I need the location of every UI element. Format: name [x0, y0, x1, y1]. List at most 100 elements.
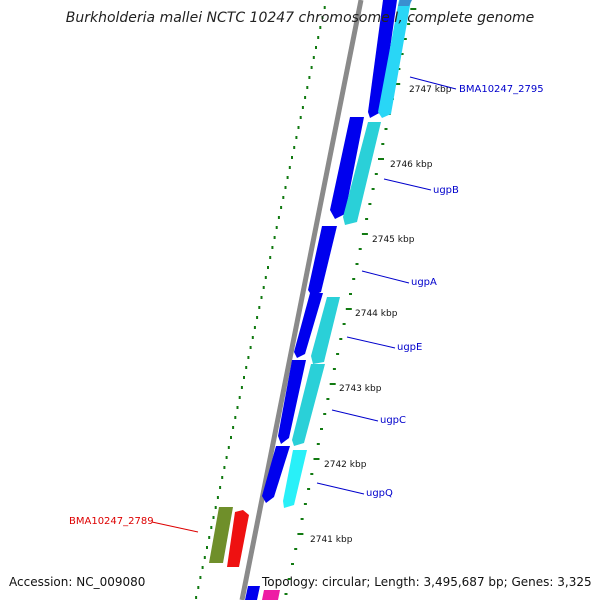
- track-dot: [301, 106, 304, 109]
- track-dot: [234, 416, 237, 419]
- map-title: Burkholderia mallei NCTC 10247 chromosom…: [65, 10, 535, 26]
- kbp-label: 2743 kbp: [339, 384, 382, 394]
- scale-tick: [320, 428, 323, 430]
- track-dot: [317, 36, 320, 39]
- scale-tick: [371, 188, 375, 190]
- gene-label[interactable]: ugpQ: [366, 488, 393, 499]
- track-dot: [295, 136, 298, 139]
- gene-label[interactable]: ugpE: [397, 342, 422, 353]
- track-dot: [284, 186, 287, 189]
- gene-arrow[interactable]: [262, 590, 280, 600]
- track-dot: [223, 466, 226, 469]
- track-dot: [245, 366, 248, 369]
- track-dot: [240, 386, 243, 389]
- scale-tick: [313, 458, 320, 460]
- gene-arrow[interactable]: [294, 293, 323, 358]
- track-dot: [310, 66, 313, 69]
- kbp-label-group: 2747 kbp 2746 kbp 2745 kbp 2744 kbp 2743…: [310, 85, 452, 545]
- gene-arrow[interactable]: [227, 510, 249, 567]
- track-dot: [282, 196, 285, 199]
- gene-label[interactable]: BMA10247_2795: [459, 84, 544, 95]
- scale-tick: [294, 548, 298, 550]
- gene-arrow[interactable]: [262, 446, 290, 503]
- scale-tick: [374, 173, 378, 175]
- scale-tick: [381, 143, 385, 145]
- gene-arrow[interactable]: [278, 360, 306, 444]
- scale-tick: [336, 353, 340, 355]
- track-dot: [277, 216, 280, 219]
- gene-arrow[interactable]: [209, 507, 233, 563]
- scale-tick: [342, 323, 346, 325]
- track-dot: [304, 96, 307, 99]
- track-dot: [256, 316, 259, 319]
- gene-arrow[interactable]: [245, 586, 260, 600]
- kbp-label: 2741 kbp: [310, 535, 353, 545]
- scale-tick: [297, 533, 304, 535]
- track-dot: [291, 156, 293, 159]
- scale-tick: [358, 248, 362, 250]
- track-dot: [286, 176, 289, 179]
- track-dot: [199, 576, 202, 579]
- scale-tick: [368, 203, 372, 205]
- track-dot: [238, 396, 241, 399]
- track-dot: [219, 486, 222, 489]
- track-dot: [216, 496, 219, 499]
- gene-label[interactable]: ugpA: [411, 277, 437, 288]
- gene-label[interactable]: BMA10247_2789: [69, 516, 154, 527]
- gene-arrow[interactable]: [308, 226, 337, 296]
- scale-tick: [303, 503, 307, 505]
- gene-arrow[interactable]: [343, 122, 381, 225]
- kbp-label: 2745 kbp: [372, 235, 415, 245]
- gene-label-leaders: [151, 76, 457, 533]
- track-dot: [293, 146, 296, 149]
- scale-tick: [323, 413, 327, 415]
- gene-label-group: BMA10247_2795 ugpB ugpA ugpE ugpC ugpQ B…: [69, 84, 544, 527]
- gene-arrow[interactable]: [311, 297, 340, 364]
- scale-tick: [284, 593, 288, 595]
- scale-tick: [349, 293, 352, 295]
- scale-tick: [307, 488, 311, 490]
- scale-tick: [329, 383, 336, 385]
- track-dot: [210, 526, 213, 529]
- scale-tick: [310, 473, 314, 475]
- scale-tick: [378, 158, 384, 160]
- track-dot: [236, 406, 239, 409]
- track-dot: [299, 116, 302, 119]
- scale-tick: [339, 338, 343, 340]
- track-dot: [288, 166, 291, 169]
- scale-tick: [407, 23, 411, 25]
- track-dot: [227, 446, 230, 449]
- track-dot: [208, 536, 211, 539]
- gene-arrow[interactable]: [283, 450, 307, 508]
- scale-tick: [400, 53, 404, 55]
- track-dot: [258, 306, 261, 309]
- scale-tick: [394, 83, 401, 85]
- gene-arrow[interactable]: [330, 117, 364, 219]
- scale-tick: [403, 38, 407, 40]
- track-dot: [271, 246, 274, 249]
- track-dot: [273, 236, 276, 239]
- scale-tick: [316, 443, 320, 445]
- gene-arrow[interactable]: [292, 364, 325, 446]
- track-dot: [203, 556, 206, 559]
- track-dot: [321, 16, 324, 19]
- gene-arrow[interactable]: [368, 0, 397, 118]
- track-dot: [249, 346, 252, 349]
- gene-label[interactable]: ugpB: [433, 185, 459, 196]
- track-dot: [308, 76, 311, 79]
- topology-text: Topology: circular; Length: 3,495,687 bp…: [262, 575, 592, 589]
- gene-arrow[interactable]: [398, 0, 412, 6]
- track-dot: [306, 86, 309, 89]
- track-dot: [206, 546, 208, 549]
- track-dot: [319, 26, 322, 29]
- gene-label[interactable]: ugpC: [380, 415, 406, 426]
- accession-text: Accession: NC_009080: [9, 575, 146, 589]
- track-dot: [214, 506, 217, 509]
- tick-track: [284, 8, 417, 595]
- gene-arrow[interactable]: [378, 0, 411, 118]
- chromosome-backbone: [239, 0, 364, 600]
- scale-tick: [361, 233, 368, 235]
- kbp-label: 2742 kbp: [324, 460, 367, 470]
- gene-track: [209, 0, 412, 600]
- kbp-label: 2744 kbp: [355, 309, 398, 319]
